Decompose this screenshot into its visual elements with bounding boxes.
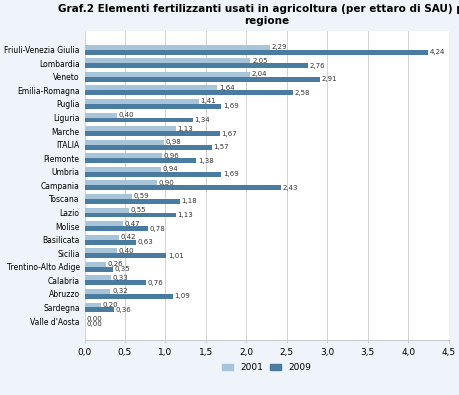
Bar [84, 167, 160, 172]
Text: 0,78: 0,78 [149, 226, 165, 231]
Bar [84, 267, 112, 272]
Text: 0,59: 0,59 [134, 194, 149, 199]
Text: 0,94: 0,94 [162, 166, 178, 172]
Bar [84, 248, 117, 253]
Bar [84, 208, 129, 213]
Text: 1,64: 1,64 [218, 85, 234, 91]
Bar [84, 117, 193, 122]
Text: 0,32: 0,32 [112, 288, 128, 295]
Text: 1,38: 1,38 [197, 158, 213, 164]
Bar [84, 289, 110, 294]
Text: 0,98: 0,98 [165, 139, 181, 145]
Bar [84, 104, 221, 109]
Bar [84, 303, 101, 307]
Text: 0,00: 0,00 [86, 320, 102, 327]
Text: 1,69: 1,69 [223, 171, 238, 177]
Text: 1,13: 1,13 [177, 126, 193, 132]
Text: 0,40: 0,40 [118, 248, 134, 254]
Bar [84, 275, 111, 280]
Text: 0,20: 0,20 [102, 302, 118, 308]
Text: 0,35: 0,35 [114, 266, 130, 272]
Text: 1,18: 1,18 [181, 198, 197, 204]
Text: 4,24: 4,24 [428, 49, 444, 55]
Bar [84, 77, 319, 82]
Bar [84, 45, 269, 50]
Bar [84, 226, 147, 231]
Text: 0,40: 0,40 [118, 112, 134, 118]
Bar [84, 145, 211, 150]
Text: 0,26: 0,26 [107, 261, 123, 267]
Text: 1,34: 1,34 [194, 117, 210, 123]
Bar [84, 213, 176, 217]
Bar [84, 85, 217, 90]
Bar [84, 126, 176, 131]
Text: 2,91: 2,91 [321, 76, 336, 82]
Bar [84, 140, 163, 145]
Bar [84, 131, 219, 136]
Text: 0,33: 0,33 [112, 275, 129, 281]
Text: 0,96: 0,96 [163, 153, 179, 159]
Bar [84, 185, 280, 190]
Text: 2,05: 2,05 [252, 58, 267, 64]
Text: 0,36: 0,36 [115, 307, 131, 313]
Bar [84, 72, 249, 77]
Text: 1,13: 1,13 [177, 212, 193, 218]
Bar [84, 199, 179, 204]
Text: 1,01: 1,01 [168, 253, 183, 259]
Text: 2,04: 2,04 [251, 71, 266, 77]
Text: 0,42: 0,42 [120, 234, 135, 240]
Bar [84, 63, 307, 68]
Text: 1,69: 1,69 [223, 103, 238, 109]
Bar [84, 294, 173, 299]
Bar [84, 50, 427, 55]
Bar [84, 280, 146, 285]
Text: 0,76: 0,76 [147, 280, 163, 286]
Text: 1,57: 1,57 [213, 144, 229, 150]
Bar [84, 253, 166, 258]
Bar [84, 99, 198, 104]
Text: 2,76: 2,76 [309, 63, 325, 69]
Bar [84, 158, 196, 163]
Text: 0,00: 0,00 [86, 316, 102, 322]
Bar [84, 307, 113, 312]
Text: 0,47: 0,47 [124, 221, 140, 227]
Bar [84, 90, 293, 95]
Text: 2,43: 2,43 [282, 185, 298, 191]
Bar [84, 240, 135, 245]
Bar [84, 221, 122, 226]
Bar [84, 58, 250, 63]
Bar [84, 235, 118, 240]
Bar [84, 181, 157, 185]
Text: 0,55: 0,55 [130, 207, 146, 213]
Text: 2,58: 2,58 [294, 90, 310, 96]
Bar [84, 113, 117, 117]
Text: 0,90: 0,90 [159, 180, 174, 186]
Bar [84, 194, 132, 199]
Title: Graf.2 Elementi fertilizzanti usati in agricoltura (per ettaro di SAU) per
regio: Graf.2 Elementi fertilizzanti usati in a… [57, 4, 459, 26]
Bar [84, 153, 162, 158]
Text: 2,29: 2,29 [271, 44, 286, 50]
Bar [84, 262, 106, 267]
Text: 0,63: 0,63 [137, 239, 152, 245]
Text: 1,09: 1,09 [174, 293, 190, 299]
Text: 1,67: 1,67 [221, 130, 236, 137]
Bar [84, 172, 221, 177]
Text: 1,41: 1,41 [200, 98, 215, 105]
Legend: 2001, 2009: 2001, 2009 [218, 359, 314, 376]
